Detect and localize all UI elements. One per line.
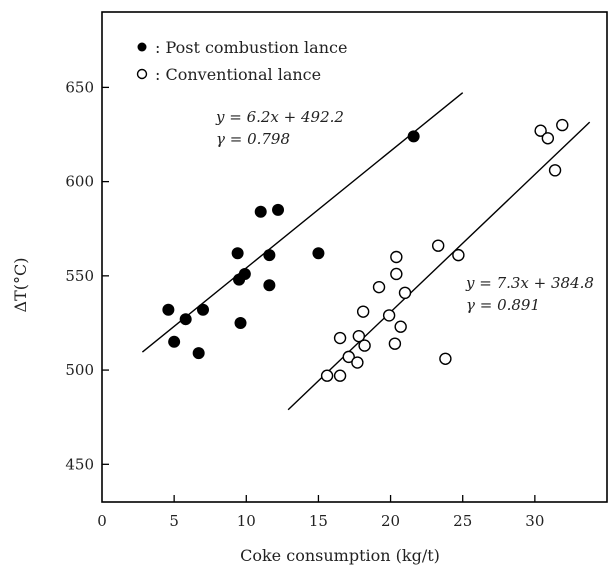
x-axis-title: Coke consumption (kg/t) xyxy=(240,546,440,565)
point-conventional xyxy=(372,280,386,294)
point-conventional xyxy=(390,250,403,264)
point-post-combustion xyxy=(263,249,276,262)
point-conventional xyxy=(358,339,371,352)
y-tick-label: 550 xyxy=(65,267,94,285)
point-post-combustion xyxy=(238,267,251,280)
point-conventional xyxy=(352,329,366,343)
point-conventional xyxy=(390,267,403,281)
point-post-combustion xyxy=(234,316,247,329)
legend-marker-post-combustion xyxy=(137,42,147,52)
point-post-combustion xyxy=(254,205,267,218)
legend-marker-conventional xyxy=(136,68,148,80)
point-conventional xyxy=(356,305,370,318)
regression-lines xyxy=(141,92,591,411)
y-tick-label: 500 xyxy=(65,361,94,379)
point-post-combustion xyxy=(179,313,192,326)
point-post-combustion xyxy=(272,203,285,216)
point-post-combustion xyxy=(407,130,420,143)
fit-equation-conventional: y = 7.3x + 384.8 xyxy=(465,274,594,292)
point-post-combustion xyxy=(197,303,209,316)
point-conventional xyxy=(394,320,407,333)
legend: : Post combustion lance : Conventional l… xyxy=(136,38,347,84)
x-tick-label: 20 xyxy=(381,512,400,530)
point-conventional xyxy=(333,369,347,382)
point-post-combustion xyxy=(168,335,181,348)
point-post-combustion xyxy=(312,247,325,260)
point-conventional xyxy=(342,350,355,364)
point-conventional xyxy=(541,132,555,145)
x-tick-label: 10 xyxy=(237,512,256,530)
point-conventional xyxy=(439,352,452,365)
x-tick-label: 25 xyxy=(453,512,472,530)
x-axis: 0 5 10 15 20 25 30 xyxy=(97,495,544,530)
legend-label-conventional: : Conventional lance xyxy=(155,65,321,84)
point-conventional xyxy=(548,164,562,177)
fit-line-conventional xyxy=(287,121,591,411)
x-tick-label: 30 xyxy=(525,512,544,530)
point-conventional xyxy=(556,118,569,132)
point-conventional xyxy=(382,309,396,322)
legend-label-post-combustion: : Post combustion lance xyxy=(155,38,347,57)
point-conventional xyxy=(351,356,364,369)
point-conventional xyxy=(333,331,347,345)
y-tick-label: 450 xyxy=(65,455,94,473)
y-tick-label: 600 xyxy=(65,173,94,191)
data-points xyxy=(162,118,569,382)
point-conventional xyxy=(388,337,402,350)
point-conventional xyxy=(452,248,465,262)
fit-r-conventional: γ = 0.891 xyxy=(466,296,540,314)
x-tick-label: 0 xyxy=(97,512,107,530)
point-post-combustion xyxy=(162,303,175,316)
plot-frame xyxy=(101,11,608,503)
point-post-combustion xyxy=(192,347,205,360)
point-conventional xyxy=(398,286,412,300)
point-conventional xyxy=(534,124,547,137)
fit-equation-post-combustion: y = 6.2x + 492.2 xyxy=(215,108,344,126)
y-axis-title: ΔT(°C) xyxy=(11,258,30,313)
y-axis: 450 500 550 600 650 xyxy=(65,78,109,473)
point-post-combustion xyxy=(231,247,244,260)
x-tick-label: 5 xyxy=(169,512,179,530)
point-conventional xyxy=(320,369,334,382)
x-tick-label: 15 xyxy=(309,512,328,530)
fit-r-post-combustion: γ = 0.798 xyxy=(216,130,290,148)
point-post-combustion xyxy=(263,279,276,292)
y-tick-label: 650 xyxy=(65,78,94,96)
point-conventional xyxy=(431,239,445,252)
